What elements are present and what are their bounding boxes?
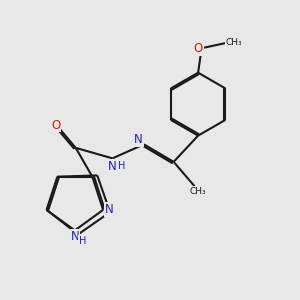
Text: N: N bbox=[134, 133, 143, 146]
Text: N: N bbox=[108, 160, 117, 172]
Text: H: H bbox=[118, 161, 125, 171]
Text: CH₃: CH₃ bbox=[226, 38, 242, 47]
Text: CH₃: CH₃ bbox=[190, 187, 206, 196]
Text: N: N bbox=[105, 203, 114, 216]
Text: O: O bbox=[194, 42, 203, 55]
Text: N: N bbox=[70, 230, 79, 243]
Text: O: O bbox=[51, 118, 61, 131]
Text: H: H bbox=[79, 236, 86, 246]
